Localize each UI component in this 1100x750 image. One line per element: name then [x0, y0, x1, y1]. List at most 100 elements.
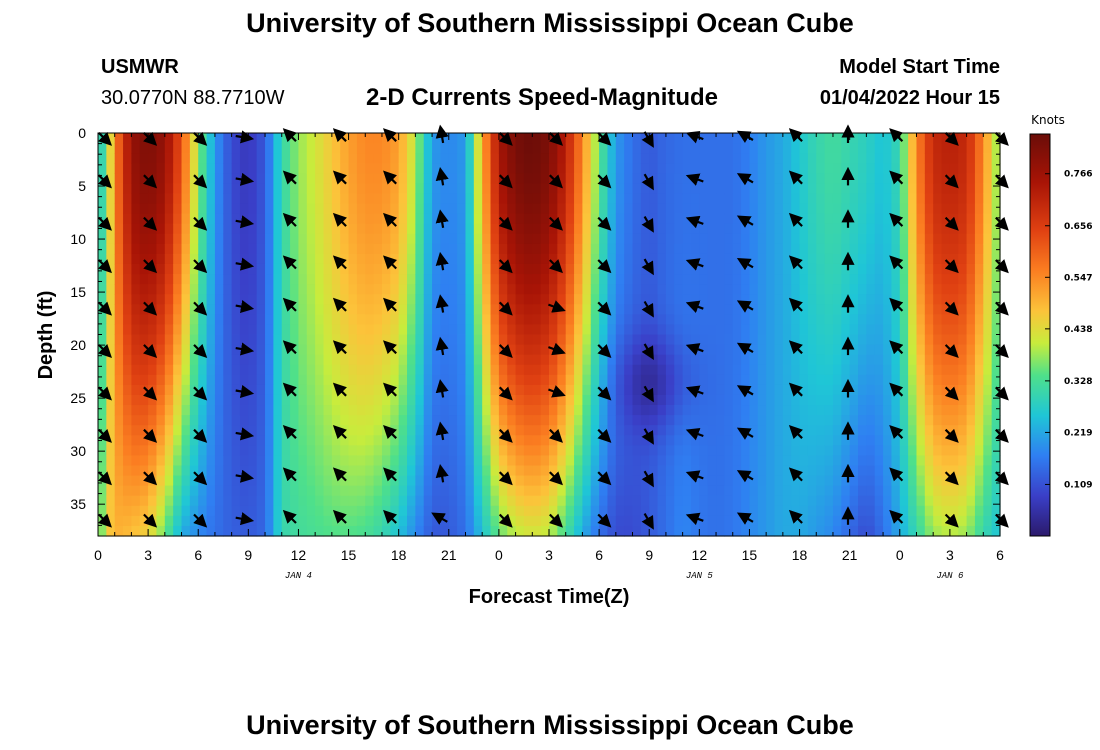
heatmap-cell: [632, 465, 642, 477]
heatmap-cell: [123, 515, 133, 527]
heatmap-cell: [590, 183, 600, 195]
heatmap-cell: [757, 223, 767, 235]
vector-arrow: [736, 342, 754, 356]
vector-arrow: [143, 343, 158, 358]
heatmap-cell: [373, 425, 383, 436]
heatmap-cell: [356, 173, 366, 184]
heatmap-cell: [356, 143, 366, 154]
heatmap-cell: [883, 324, 893, 336]
heatmap-cell: [974, 314, 984, 326]
heatmap-cell: [131, 495, 141, 507]
heatmap-cell: [323, 133, 333, 144]
heatmap-cell: [716, 374, 725, 386]
heatmap-cell: [306, 324, 316, 336]
heatmap-cell: [256, 253, 266, 265]
heatmap-cell: [716, 515, 725, 527]
heatmap-cell: [239, 223, 249, 235]
heatmap-cell: [799, 133, 809, 144]
heatmap-cell: [791, 495, 801, 507]
heatmap-cell: [173, 495, 183, 507]
heatmap-cell: [98, 284, 107, 295]
heatmap-cell: [457, 314, 467, 326]
heatmap-cell: [841, 415, 851, 426]
heatmap-cell: [899, 294, 909, 305]
heatmap-cell: [164, 354, 174, 366]
heatmap-cell: [632, 495, 642, 507]
heatmap-cell: [933, 415, 943, 426]
heatmap-cell: [649, 374, 659, 386]
heatmap-cell: [523, 193, 533, 205]
heatmap-cell: [415, 425, 425, 436]
heatmap-cell: [423, 455, 433, 467]
heatmap-cell: [189, 163, 199, 174]
heatmap-cell: [916, 485, 926, 497]
heatmap-cell: [156, 425, 166, 436]
heatmap-cell: [574, 455, 584, 467]
heatmap-cell: [540, 233, 550, 245]
heatmap-cell: [381, 173, 391, 184]
heatmap-cell: [206, 435, 216, 446]
heatmap-cell: [690, 223, 700, 235]
heatmap-cell: [941, 223, 951, 235]
heatmap-cell: [465, 284, 475, 295]
heatmap-cell: [958, 294, 968, 305]
heatmap-cell: [189, 435, 199, 446]
heatmap-cell: [256, 485, 266, 497]
heatmap-cell: [640, 354, 650, 366]
heatmap-cell: [657, 384, 667, 396]
heatmap-cell: [423, 193, 433, 205]
heatmap-cell: [690, 233, 700, 245]
heatmap-cell: [532, 173, 542, 184]
heatmap-cell: [390, 415, 400, 426]
heatmap-cell: [398, 324, 408, 336]
heatmap-cell: [206, 384, 216, 396]
heatmap-cell: [807, 243, 817, 255]
heatmap-cell: [741, 294, 751, 305]
heatmap-cell: [690, 284, 700, 295]
heatmap-cell: [891, 394, 901, 406]
heatmap-cell: [248, 314, 258, 326]
heatmap-cell: [515, 394, 525, 406]
heatmap-cell: [239, 354, 249, 366]
heatmap-cell: [607, 223, 617, 235]
heatmap-cell: [206, 475, 216, 487]
heatmap-cell: [290, 223, 300, 235]
heatmap-cell: [373, 435, 383, 446]
heatmap-cell: [398, 344, 408, 356]
heatmap-cell: [239, 445, 249, 456]
heatmap-cell: [774, 394, 784, 406]
heatmap-cell: [599, 153, 609, 164]
heatmap-cell: [732, 475, 742, 487]
vector-arrow: [597, 301, 612, 316]
heatmap-cell: [490, 193, 500, 205]
heatmap-cell: [883, 193, 893, 205]
heatmap-cell: [390, 374, 400, 386]
heatmap-cell: [941, 455, 951, 467]
heatmap-cell: [365, 445, 375, 456]
heatmap-cell: [448, 213, 458, 225]
heatmap-cell: [657, 203, 667, 215]
heatmap-cell: [782, 274, 792, 285]
heatmap-cell: [331, 455, 341, 467]
heatmap-cell: [306, 284, 316, 295]
heatmap-cell: [799, 465, 809, 477]
heatmap-cell: [690, 354, 700, 366]
heatmap-cell: [331, 495, 341, 507]
heatmap-cell: [991, 455, 1001, 467]
heatmap-cell: [457, 193, 467, 205]
heatmap-cell: [407, 193, 416, 205]
heatmap-cell: [231, 284, 241, 295]
heatmap-cell: [974, 284, 984, 295]
heatmap-cell: [265, 294, 274, 305]
heatmap-cell: [114, 344, 124, 356]
heatmap-cell: [916, 425, 926, 436]
heatmap-cell: [966, 334, 976, 346]
heatmap-cell: [131, 415, 141, 426]
heatmap-cell: [590, 223, 600, 235]
heatmap-cell: [198, 445, 208, 456]
heatmap-cell: [665, 415, 675, 426]
heatmap-cell: [173, 274, 183, 285]
heatmap-cell: [298, 324, 308, 336]
heatmap-cell: [448, 384, 458, 396]
heatmap-cell: [206, 455, 216, 467]
